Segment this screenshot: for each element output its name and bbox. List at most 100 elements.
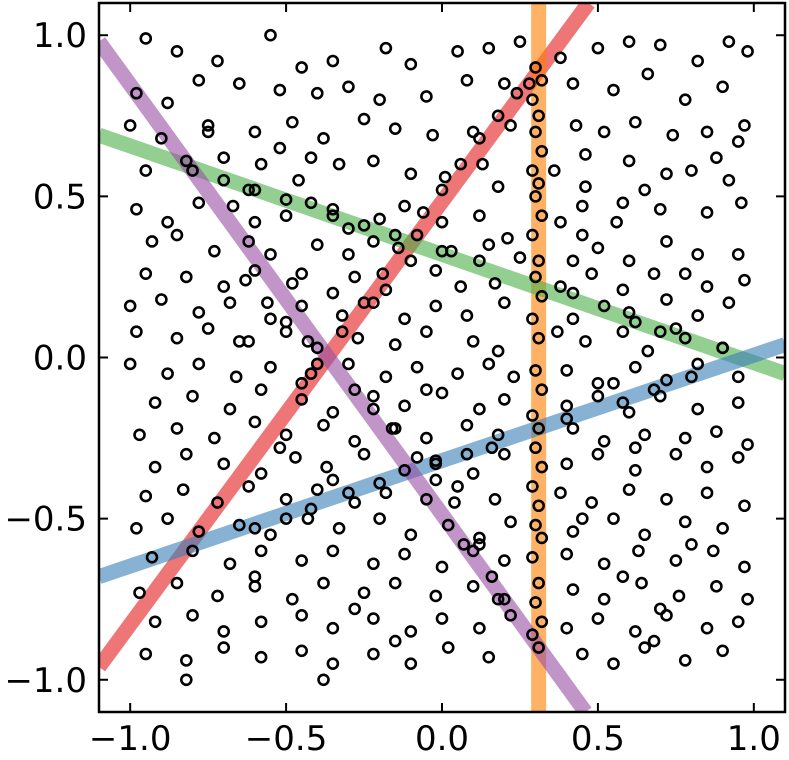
scatter-point bbox=[139, 647, 153, 661]
scatter-point bbox=[426, 128, 439, 142]
scatter-point bbox=[566, 286, 580, 300]
scatter-point bbox=[317, 418, 330, 432]
scatter-point bbox=[473, 209, 486, 222]
scatter-point bbox=[685, 538, 698, 551]
scatter-point bbox=[460, 447, 474, 461]
scatter-point bbox=[529, 125, 542, 139]
scatter-point bbox=[367, 612, 380, 625]
scatter-point bbox=[170, 422, 184, 435]
scatter-point bbox=[286, 277, 299, 290]
scatter-point bbox=[348, 270, 361, 284]
scatter-point bbox=[678, 431, 692, 445]
scatter-point bbox=[208, 431, 221, 445]
y-tick-label: 0.5 bbox=[33, 177, 87, 217]
scatter-point bbox=[398, 199, 411, 213]
scatter-point bbox=[513, 251, 527, 264]
scatter-point bbox=[526, 628, 539, 641]
scatter-point bbox=[526, 409, 539, 422]
scatter-point bbox=[357, 112, 371, 126]
scatter-point bbox=[504, 609, 517, 622]
scatter-point bbox=[678, 93, 692, 106]
scatter-point bbox=[576, 512, 589, 525]
scatter-point bbox=[226, 199, 240, 213]
scatter-point bbox=[310, 238, 324, 252]
scatter-point bbox=[535, 615, 549, 629]
scatter-point bbox=[286, 115, 299, 129]
scatter-point bbox=[647, 383, 661, 397]
scatter-point bbox=[435, 560, 449, 574]
scatter-point bbox=[716, 644, 729, 658]
scatter-point bbox=[348, 434, 361, 448]
scatter-point bbox=[638, 528, 651, 542]
scatter-point bbox=[317, 576, 330, 590]
scatter-point bbox=[710, 151, 723, 164]
scatter-point bbox=[264, 312, 277, 326]
scatter-point bbox=[233, 335, 246, 348]
scatter-point bbox=[264, 248, 277, 261]
scatter-point bbox=[529, 441, 542, 455]
scatter-point bbox=[629, 360, 642, 374]
scatter-point bbox=[123, 119, 137, 132]
scatter-point bbox=[566, 77, 580, 90]
scatter-point bbox=[410, 451, 424, 464]
scatter-point bbox=[535, 531, 549, 545]
scatter-point bbox=[660, 167, 673, 181]
scatter-point bbox=[367, 557, 380, 571]
scatter-point bbox=[566, 525, 580, 538]
scatter-point bbox=[161, 215, 174, 229]
scatter-point bbox=[669, 447, 683, 461]
scatter-point bbox=[504, 515, 517, 529]
scatter-point bbox=[161, 96, 174, 110]
scatter-point bbox=[416, 206, 430, 219]
scatter-point bbox=[332, 522, 346, 535]
scatter-point bbox=[295, 376, 308, 390]
scatter-point bbox=[532, 422, 545, 435]
scatter-point bbox=[685, 370, 698, 384]
scatter-point bbox=[491, 592, 505, 606]
scatter-point bbox=[632, 544, 645, 558]
x-tick-label: −1.0 bbox=[89, 719, 172, 755]
scatter-point bbox=[292, 173, 305, 187]
scatter-point bbox=[441, 641, 455, 654]
scatter-point bbox=[139, 164, 153, 177]
scatter-point bbox=[326, 544, 340, 558]
scatter-point bbox=[342, 222, 355, 235]
scatter-point bbox=[473, 254, 486, 268]
scatter-point bbox=[504, 119, 517, 132]
scatter-point bbox=[666, 128, 680, 142]
scatter-point bbox=[585, 496, 598, 509]
scatter-point bbox=[326, 621, 340, 635]
scatter-point bbox=[130, 522, 143, 535]
scatter-point bbox=[123, 299, 137, 313]
scatter-point bbox=[239, 273, 252, 287]
scatter-point bbox=[217, 173, 231, 187]
scatter-point bbox=[242, 235, 255, 248]
scatter-point bbox=[576, 647, 589, 661]
scatter-point bbox=[248, 264, 262, 277]
scatter-point bbox=[404, 528, 418, 542]
scatter-point bbox=[320, 460, 333, 474]
scatter-point bbox=[420, 325, 433, 339]
scatter-point bbox=[248, 415, 262, 429]
scatter-point bbox=[317, 132, 330, 145]
scatter-point bbox=[507, 370, 521, 384]
scatter-point bbox=[130, 325, 143, 339]
scatter-point bbox=[560, 547, 574, 561]
scatter-point bbox=[310, 341, 324, 355]
scatter-point bbox=[700, 486, 714, 500]
scatter-point bbox=[301, 335, 315, 348]
scatter-point bbox=[379, 41, 393, 55]
scatter-point bbox=[669, 554, 683, 567]
scatter-point bbox=[404, 57, 418, 71]
scatter-point bbox=[217, 625, 231, 638]
scatter-point bbox=[145, 235, 159, 248]
scatter-point bbox=[532, 254, 545, 268]
scatter-point bbox=[420, 431, 433, 445]
scatter-point bbox=[254, 467, 268, 480]
scatter-point bbox=[716, 341, 729, 355]
scatter-point bbox=[279, 428, 293, 442]
scatter-point bbox=[653, 389, 667, 403]
scatter-point bbox=[616, 325, 630, 339]
scatter-point bbox=[466, 125, 480, 139]
scatter-point bbox=[295, 644, 308, 658]
